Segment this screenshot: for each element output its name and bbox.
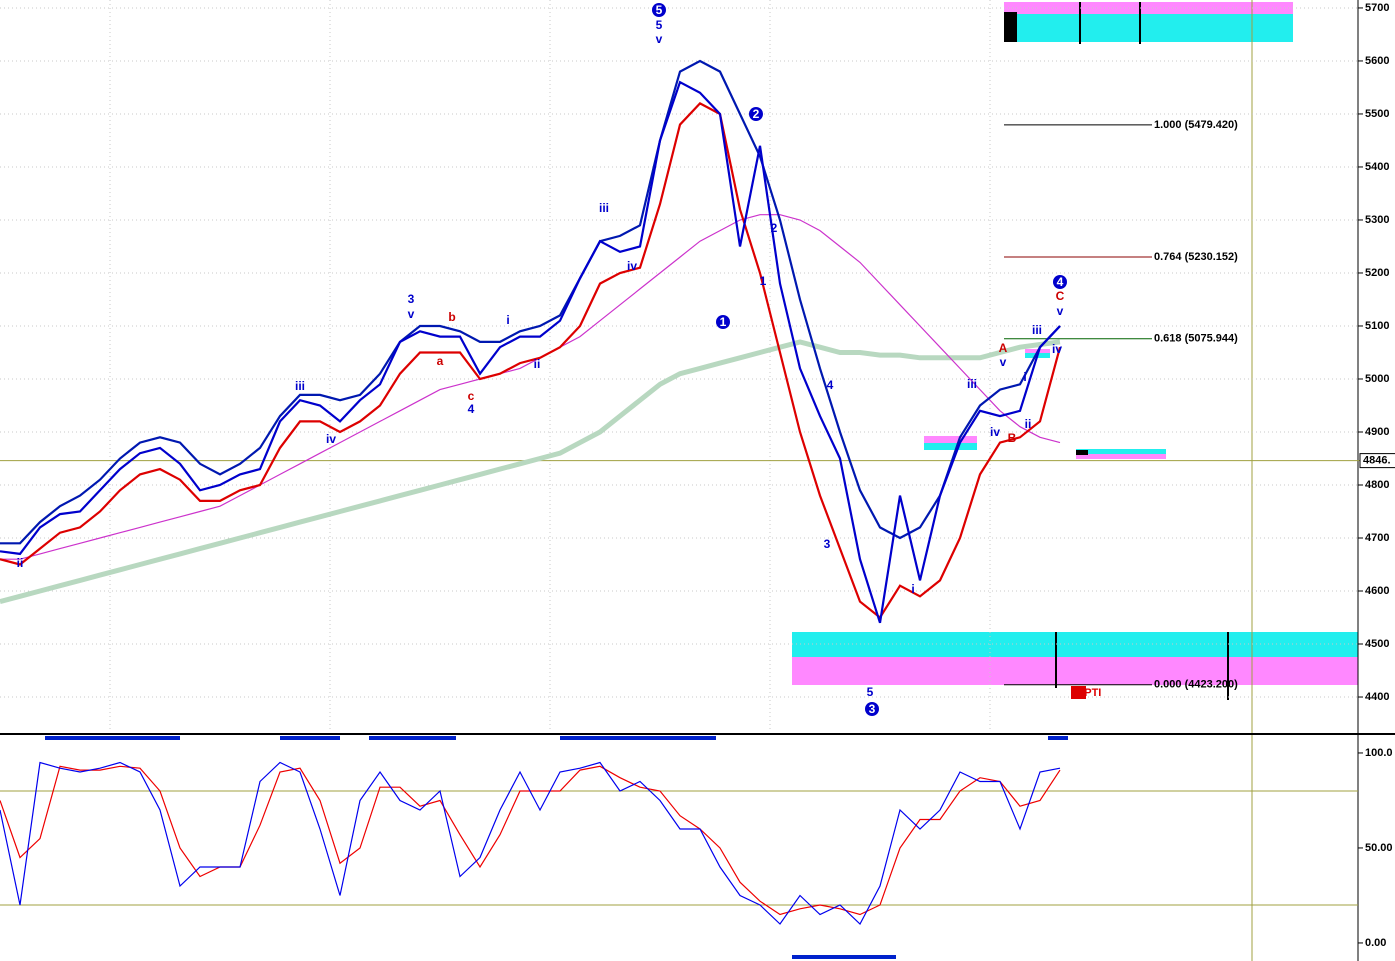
fib-label: 1.000 (5479.420)	[1154, 119, 1238, 131]
wave-circle	[1053, 275, 1067, 289]
y-tick-label: 5400	[1365, 161, 1389, 173]
wave-label: 2	[771, 221, 778, 235]
series-line	[0, 761, 1061, 925]
wave-label: iii	[295, 379, 305, 393]
y-tick-label: 5200	[1365, 267, 1389, 279]
wave-circle	[716, 315, 730, 329]
y-tick-label: 5600	[1365, 55, 1389, 67]
wave-label: 4	[827, 378, 834, 392]
wave-label: v	[656, 32, 663, 46]
wave-label: v	[408, 307, 415, 321]
badge: 20PTI	[1072, 687, 1101, 699]
wave-label: 4	[468, 402, 475, 416]
y-tick-label: 4800	[1365, 479, 1389, 491]
fib-label: 0.618 (5075.944)	[1154, 333, 1238, 345]
wave-label: i	[911, 582, 914, 596]
wave-label: 2	[753, 107, 760, 121]
wave-circle	[749, 107, 763, 121]
wave-label: ii	[534, 357, 541, 371]
wave-label: iii	[1032, 323, 1042, 337]
wave-label: 1	[720, 315, 727, 329]
wave-label: B	[1008, 431, 1017, 445]
y-tick-label: 4900	[1365, 426, 1389, 438]
wave-label: iii	[599, 201, 609, 215]
wave-label: v	[1000, 355, 1007, 369]
wave-label: a	[437, 354, 444, 368]
wave-label: iv	[627, 259, 637, 273]
series-line	[0, 102, 1062, 620]
y-tick-label: 50.00	[1365, 842, 1393, 854]
series-line	[0, 80, 1061, 624]
wave-label: c	[468, 389, 475, 403]
wave-label: 3	[824, 537, 831, 551]
y-tick-label: 100.0	[1365, 747, 1393, 759]
series-line	[0, 339, 1061, 605]
wave-label: i	[506, 313, 509, 327]
y-tick-label: 5300	[1365, 214, 1389, 226]
wave-label: ii	[17, 556, 24, 570]
wave-label: 5	[656, 18, 663, 32]
y-tick-label: 4700	[1365, 532, 1389, 544]
series-line	[0, 214, 1061, 560]
wave-label: i	[1023, 370, 1026, 384]
wave-label: iii	[967, 377, 977, 391]
wave-label: 4	[1057, 275, 1064, 289]
wave-label: ii	[1025, 417, 1032, 431]
y-tick-label: 0.00	[1365, 937, 1386, 949]
wave-label: 1	[760, 274, 767, 288]
fib-label: 0.000 (4423.200)	[1154, 679, 1238, 691]
wave-circle	[865, 702, 879, 716]
wave-label: 5	[867, 685, 874, 699]
wave-circle	[652, 3, 666, 17]
wave-label: iv	[326, 432, 336, 446]
wave-label: iv	[1052, 342, 1062, 356]
fib-label: 0.764 (5230.152)	[1154, 251, 1238, 263]
y-tick-label: 5000	[1365, 373, 1389, 385]
y-tick-label: 5500	[1365, 108, 1389, 120]
wave-label: 3	[869, 702, 876, 716]
wave-label: 3	[408, 292, 415, 306]
y-tick-label: 5700	[1365, 2, 1389, 14]
y-tick-label: 4400	[1365, 691, 1389, 703]
wave-label: b	[448, 310, 455, 324]
y-tick-label: 4600	[1365, 585, 1389, 597]
wave-label: C	[1056, 289, 1065, 303]
wave-label: iv	[990, 425, 1000, 439]
y-tick-label: 5100	[1365, 320, 1389, 332]
series-line	[0, 59, 1061, 545]
wave-label: v	[1057, 304, 1064, 318]
badge-box	[1071, 686, 1086, 699]
price-box	[1359, 453, 1395, 469]
y-tick-label: 4500	[1365, 638, 1389, 650]
wave-label: 5	[656, 3, 663, 17]
price-label: 4846.	[1363, 455, 1391, 467]
wave-label: A	[999, 341, 1008, 355]
